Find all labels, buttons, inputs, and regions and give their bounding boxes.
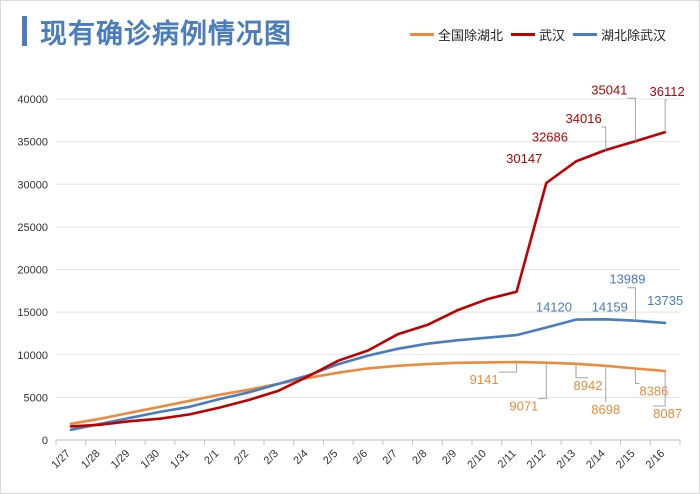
- series-line-wuhan: [69, 130, 667, 428]
- x-tick-label: 2/5: [321, 448, 340, 467]
- x-tick-label: 1/31: [168, 448, 192, 472]
- x-tick-label: 2/12: [525, 448, 549, 472]
- y-tick-label: 40000: [17, 94, 48, 106]
- data-label-domestic: 9141: [470, 372, 499, 387]
- data-label-leader: [627, 97, 636, 142]
- x-tick-label: 2/15: [614, 448, 638, 472]
- series-line-domestic: [69, 360, 667, 426]
- legend-label-wuhan: 武汉: [539, 29, 566, 44]
- data-label-leader: [653, 371, 666, 407]
- x-tick-label: 2/10: [465, 448, 489, 472]
- x-tick-label: 2/8: [410, 448, 429, 467]
- x-tick-label: 2/13: [554, 448, 578, 472]
- data-label-domestic: 8386: [639, 384, 668, 399]
- legend-item-domestic: 全国除湖北: [410, 25, 503, 44]
- x-tick-label: 2/16: [644, 448, 668, 472]
- data-label-wuhan: 32686: [532, 129, 568, 144]
- x-tick-label: 1/28: [79, 448, 103, 472]
- data-label-hubei: 14159: [592, 299, 628, 314]
- data-label-leader: [498, 362, 518, 373]
- data-label-leader: [627, 287, 636, 321]
- y-tick-label: 35000: [17, 137, 48, 149]
- y-tick-label: 15000: [17, 307, 48, 319]
- series-line-hubei: [69, 317, 667, 432]
- y-tick-label: 0: [42, 435, 48, 447]
- y-tick-label: 10000: [17, 350, 48, 362]
- data-label-hubei: 14120: [536, 300, 572, 315]
- data-label-domestic: 8942: [574, 378, 603, 393]
- data-label-wuhan: 36112: [650, 84, 685, 99]
- data-label-wuhan: 35041: [591, 82, 627, 97]
- x-tick-label: 1/30: [138, 448, 162, 472]
- x-tick-label: 2/6: [351, 448, 370, 467]
- x-tick-label: 2/1: [202, 448, 221, 467]
- x-tick-label: 2/9: [440, 448, 459, 467]
- y-tick-label: 5000: [24, 392, 48, 404]
- data-label-domestic: 8698: [591, 402, 620, 417]
- legend-item-hubei: 湖北除武汉: [573, 25, 666, 44]
- y-tick-label: 25000: [17, 222, 48, 234]
- title-accent-bar: [22, 16, 27, 46]
- data-label-hubei: 13735: [647, 293, 683, 308]
- x-tick-label: 2/14: [584, 448, 608, 472]
- chart-title: 现有确诊病例情况图: [40, 19, 292, 50]
- legend-swatch-domestic: [410, 33, 434, 36]
- x-tick-label: 2/2: [232, 448, 251, 467]
- data-label-leader: [634, 368, 640, 385]
- data-label-wuhan: 30147: [506, 151, 542, 166]
- x-tick-label: 2/7: [381, 448, 400, 467]
- chart-legend: 全国除湖北 武汉 湖北除武汉: [410, 25, 674, 44]
- data-label-domestic: 8087: [653, 406, 682, 421]
- data-label-hubei: 13989: [609, 272, 645, 287]
- y-tick-label: 30000: [17, 179, 48, 191]
- data-label-leader: [538, 362, 547, 400]
- data-label-leader: [575, 363, 588, 379]
- legend-swatch-hubei: [573, 33, 598, 36]
- x-tick-label: 2/4: [291, 448, 310, 467]
- y-tick-label: 20000: [17, 265, 48, 277]
- data-label-wuhan: 34016: [566, 111, 602, 126]
- data-label-domestic: 9071: [509, 399, 538, 414]
- legend-label-domestic: 全国除湖北: [438, 29, 504, 44]
- data-label-leader: [664, 99, 668, 133]
- legend-item-wuhan: 武汉: [511, 25, 565, 44]
- x-tick-label: 2/3: [262, 448, 281, 467]
- x-tick-label: 1/29: [109, 448, 133, 472]
- legend-label-hubei: 湖北除武汉: [601, 29, 667, 44]
- x-tick-label: 1/27: [49, 448, 73, 472]
- legend-swatch-wuhan: [511, 33, 536, 36]
- data-label-leader: [601, 126, 607, 151]
- x-tick-label: 2/11: [496, 448, 519, 471]
